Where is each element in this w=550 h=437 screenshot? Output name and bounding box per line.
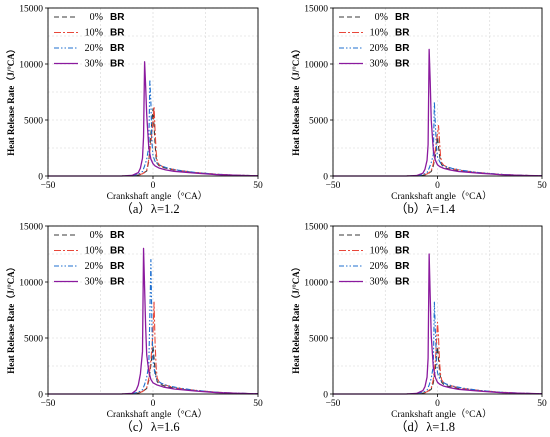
y-tick-label: 10000 — [304, 61, 328, 71]
legend-label-suffix: BR — [395, 12, 410, 23]
y-tick-label: 0 — [323, 173, 328, 183]
legend-label: 0% — [90, 12, 103, 23]
legend-label: 30% — [370, 277, 388, 288]
legend-label: 10% — [85, 28, 103, 39]
series-line-30pct — [48, 247, 259, 395]
legend-label-suffix: BR — [395, 246, 410, 257]
y-tick-label: 15000 — [304, 223, 328, 233]
x-tick-label: −50 — [41, 181, 56, 191]
y-axis-label: Heat Release Rate（J/°CA） — [6, 44, 16, 156]
y-tick-label: 0 — [38, 173, 43, 183]
legend-label-suffix: BR — [110, 261, 125, 272]
legend-label: 20% — [85, 43, 103, 54]
x-tick-label: 0 — [151, 181, 156, 191]
series-line-30pct — [333, 48, 543, 177]
legend-label: 20% — [85, 261, 103, 272]
x-tick-label: 50 — [253, 181, 263, 191]
legend-label-suffix: BR — [110, 59, 125, 70]
panel-caption: （c）λ=1.6 — [120, 420, 179, 434]
x-tick-label: 50 — [537, 399, 547, 409]
legend-label: 30% — [370, 59, 388, 70]
y-tick-label: 5000 — [309, 335, 328, 345]
x-tick-label: 50 — [253, 399, 263, 409]
x-tick-label: −50 — [326, 399, 341, 409]
legend-label-suffix: BR — [110, 277, 125, 288]
legend-label-suffix: BR — [395, 261, 410, 272]
y-axis-label: Heat Release Rate（J/°CA） — [291, 262, 301, 374]
y-tick-label: 15000 — [304, 5, 328, 15]
x-axis-label: Crankshaft angle（°CA） — [107, 408, 208, 420]
legend-label: 20% — [370, 43, 388, 54]
y-tick-label: 15000 — [19, 223, 43, 233]
series-line-10pct — [333, 321, 543, 395]
legend-label: 10% — [370, 246, 388, 257]
legend-label: 10% — [370, 28, 388, 39]
legend-label: 10% — [85, 246, 103, 257]
legend-label: 30% — [85, 59, 103, 70]
y-axis-label: Heat Release Rate（J/°CA） — [6, 262, 16, 374]
legend-label-suffix: BR — [110, 12, 125, 23]
y-tick-label: 5000 — [24, 335, 43, 345]
legend-label-suffix: BR — [110, 28, 125, 39]
legend-label: 0% — [90, 230, 103, 241]
panel-caption: （b）λ=1.4 — [395, 202, 456, 216]
x-axis-label: Crankshaft angle（°CA） — [391, 190, 492, 202]
series-line-20pct — [48, 259, 259, 395]
x-tick-label: 0 — [435, 399, 440, 409]
y-tick-label: 5000 — [24, 117, 43, 127]
y-tick-label: 0 — [38, 391, 43, 401]
legend-label-suffix: BR — [395, 230, 410, 241]
legend-label-suffix: BR — [395, 277, 410, 288]
x-axis-label: Crankshaft angle（°CA） — [107, 190, 208, 202]
series-line-10pct — [48, 301, 259, 395]
x-axis-label: Crankshaft angle（°CA） — [391, 408, 492, 420]
legend-label: 0% — [375, 230, 388, 241]
legend-label: 20% — [370, 261, 388, 272]
panel-caption: （a）λ=1.2 — [120, 202, 179, 216]
x-tick-label: −50 — [326, 181, 341, 191]
series-line-30pct — [333, 253, 543, 395]
y-axis-label: Heat Release Rate（J/°CA） — [291, 44, 301, 156]
legend-label-suffix: BR — [395, 28, 410, 39]
legend-label-suffix: BR — [110, 230, 125, 241]
series-line-10pct — [333, 125, 543, 177]
y-tick-label: 5000 — [309, 117, 328, 127]
y-tick-label: 15000 — [19, 5, 43, 15]
y-tick-label: 10000 — [304, 279, 328, 289]
y-tick-label: 10000 — [19, 279, 43, 289]
series-line-20pct — [48, 79, 259, 177]
x-tick-label: −50 — [41, 399, 56, 409]
y-tick-label: 0 — [323, 391, 328, 401]
legend-label-suffix: BR — [110, 43, 125, 54]
series-line-20pct — [333, 301, 543, 395]
x-tick-label: 50 — [537, 181, 547, 191]
series-line-10pct — [48, 106, 259, 177]
legend-label-suffix: BR — [110, 246, 125, 257]
x-tick-label: 0 — [435, 181, 440, 191]
legend-label-suffix: BR — [395, 43, 410, 54]
panel-caption: （d）λ=1.8 — [395, 420, 455, 434]
legend-label: 30% — [85, 277, 103, 288]
legend-label-suffix: BR — [395, 59, 410, 70]
series-line-30pct — [48, 61, 259, 177]
y-tick-label: 10000 — [19, 61, 43, 71]
x-tick-label: 0 — [151, 399, 156, 409]
legend-label: 0% — [375, 12, 388, 23]
series-line-20pct — [333, 101, 543, 177]
